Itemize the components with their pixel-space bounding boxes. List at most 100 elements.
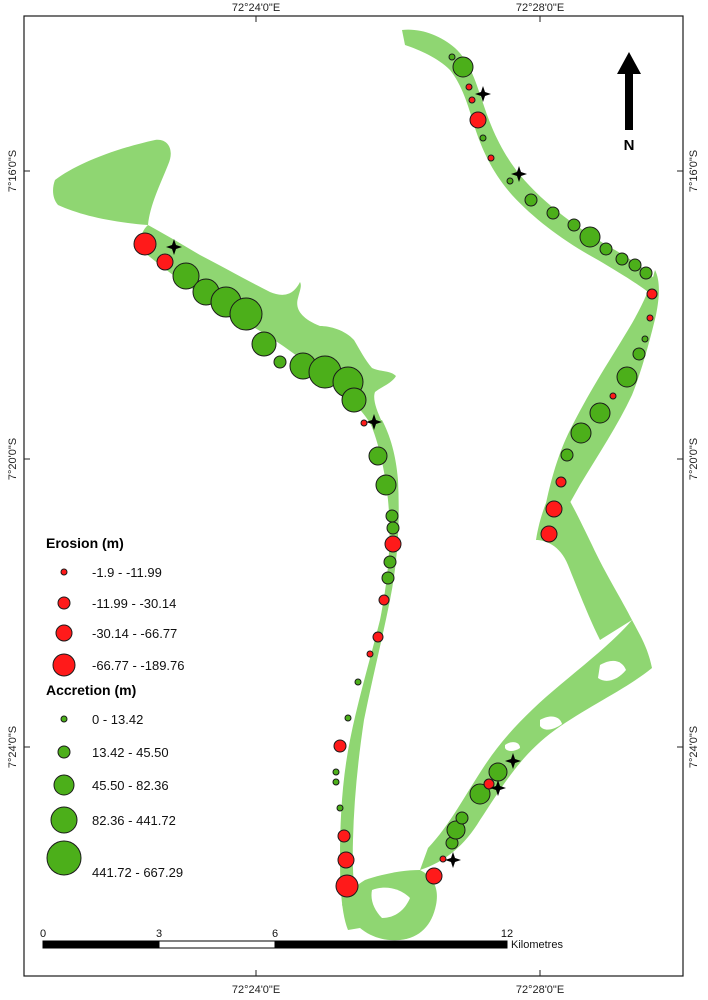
scale-bar-seg-1 [42, 940, 160, 949]
accretion-marker [341, 387, 367, 413]
right-lat-label-3: 7°24'0"S [688, 726, 700, 768]
north-label: N [624, 137, 635, 154]
erosion-marker [384, 535, 402, 553]
survey-station-star [366, 414, 382, 430]
accretion-marker [570, 422, 592, 444]
accretion-marker [385, 509, 399, 523]
accretion-marker [455, 811, 469, 825]
legend: Erosion (m) -1.9 - -11.99 -11.99 - -30.1… [46, 535, 185, 880]
erosion-marker [366, 650, 374, 658]
legend-erosion-title: Erosion (m) [46, 535, 124, 551]
erosion-marker [335, 874, 359, 898]
scale-unit: Kilometres [511, 939, 563, 951]
north-arrow-icon [617, 52, 641, 130]
accretion-marker [368, 446, 388, 466]
legend-accretion-label-1: 0 - 13.42 [92, 712, 143, 727]
accretion-marker [524, 193, 538, 207]
accretion-marker [172, 262, 200, 290]
scale-bar-seg-2 [158, 940, 276, 949]
left-lat-label-3: 7°24'0"S [7, 726, 19, 768]
erosion-marker [545, 500, 563, 518]
accretion-marker [616, 366, 638, 388]
legend-accretion-symbol-5 [46, 840, 82, 876]
legend-accretion-symbol-4 [50, 806, 78, 834]
right-lat-label-1: 7°16'0"S [688, 150, 700, 192]
accretion-marker [639, 266, 653, 280]
shoreline-change-markers [133, 53, 658, 898]
scale-bar-seg-3 [274, 940, 508, 949]
accretion-marker [375, 474, 397, 496]
erosion-marker [425, 867, 443, 885]
top-lon-label-2: 72°28'0"E [516, 2, 564, 14]
scale-bar: 0 3 6 12 Kilometres [40, 928, 564, 951]
erosion-marker [487, 154, 495, 162]
accretion-marker [354, 678, 362, 686]
bottom-lon-label-1: 72°24'0"E [232, 984, 280, 996]
erosion-marker [555, 476, 567, 488]
accretion-marker [332, 768, 340, 776]
survey-station-star [490, 780, 506, 796]
accretion-marker [273, 355, 287, 369]
scale-tick-3: 3 [156, 928, 162, 940]
accretion-marker [506, 177, 514, 185]
legend-erosion-label-2: -11.99 - -30.14 [92, 596, 176, 611]
legend-erosion-symbol-4 [52, 653, 76, 677]
erosion-marker [337, 851, 355, 869]
erosion-marker [439, 855, 447, 863]
top-lon-label-1: 72°24'0"E [232, 2, 280, 14]
right-lat-label-2: 7°20'0"S [688, 438, 700, 480]
accretion-marker [381, 571, 395, 585]
left-lat-label-1: 7°16'0"S [7, 150, 19, 192]
survey-station-star [166, 239, 182, 255]
accretion-marker [332, 778, 340, 786]
scale-tick-0: 0 [40, 928, 46, 940]
scale-tick-12: 12 [501, 928, 513, 940]
legend-erosion-label-1: -1.9 - -11.99 [92, 565, 162, 580]
accretion-marker [446, 820, 466, 840]
accretion-marker [386, 521, 400, 535]
accretion-marker [448, 53, 456, 61]
accretion-marker [546, 206, 560, 220]
accretion-marker [599, 242, 613, 256]
accretion-marker [383, 555, 397, 569]
north-arrow: N [617, 52, 641, 154]
accretion-marker [615, 252, 629, 266]
accretion-marker [589, 402, 611, 424]
erosion-marker [378, 594, 390, 606]
legend-accretion-label-5: 441.72 - 667.29 [92, 865, 183, 880]
accretion-marker [560, 448, 574, 462]
accretion-marker [479, 134, 487, 142]
accretion-marker [336, 804, 344, 812]
erosion-marker [646, 314, 654, 322]
erosion-marker [469, 111, 487, 129]
legend-accretion-label-3: 45.50 - 82.36 [92, 778, 169, 793]
accretion-marker [628, 258, 642, 272]
accretion-marker [229, 297, 263, 331]
accretion-marker [567, 218, 581, 232]
accretion-marker [488, 762, 508, 782]
legend-erosion-symbol-3 [55, 624, 73, 642]
accretion-marker [632, 347, 646, 361]
survey-station-star [511, 166, 527, 182]
erosion-marker [609, 392, 617, 400]
legend-accretion-symbol-3 [53, 774, 75, 796]
erosion-marker [133, 232, 157, 256]
lagoon-islets-white [371, 660, 626, 918]
erosion-marker [372, 631, 384, 643]
legend-accretion-label-2: 13.42 - 45.50 [92, 745, 169, 760]
erosion-marker [333, 739, 347, 753]
survey-station-star [445, 852, 461, 868]
survey-station-star [505, 753, 521, 769]
bottom-lon-label-2: 72°28'0"E [516, 984, 564, 996]
erosion-marker [156, 253, 174, 271]
erosion-marker [468, 96, 476, 104]
legend-accretion-title: Accretion (m) [46, 682, 136, 698]
survey-station-star [475, 86, 491, 102]
legend-accretion-label-4: 82.36 - 441.72 [92, 813, 176, 828]
erosion-marker [646, 288, 658, 300]
accretion-marker [344, 714, 352, 722]
accretion-marker [452, 56, 474, 78]
accretion-marker [579, 226, 601, 248]
accretion-marker [251, 331, 277, 357]
legend-erosion-symbol-1 [60, 568, 68, 576]
